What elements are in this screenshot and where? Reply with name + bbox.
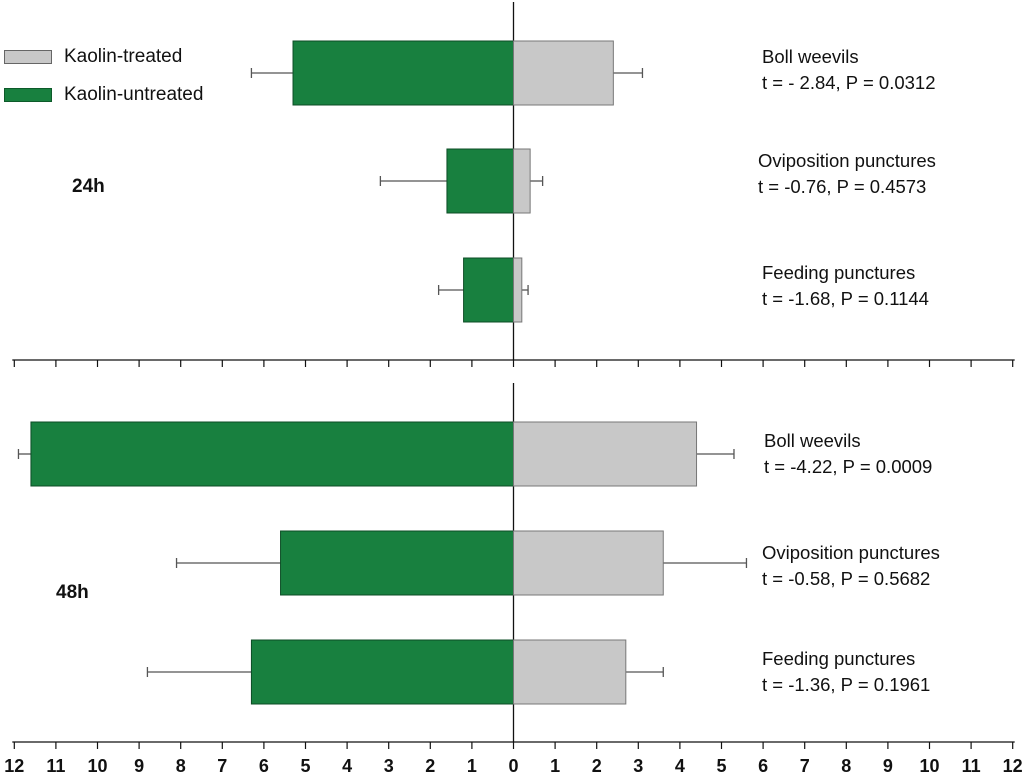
stat-label: t = -0.76, P = 0.4573	[758, 176, 927, 197]
legend-swatch-treated	[4, 50, 52, 64]
x-tick-label: 12	[4, 756, 24, 776]
x-tick-label: 9	[134, 756, 144, 776]
x-tick-label: 5	[716, 756, 726, 776]
x-tick-label: 8	[176, 756, 186, 776]
x-tick-label: 6	[259, 756, 269, 776]
annot-24h-boll-weevils: Boll weevils t = - 2.84, P = 0.0312	[762, 44, 935, 96]
bar-untreated-24h-boll-weevils	[292, 40, 514, 106]
x-tick-label: 11	[46, 756, 65, 776]
bar-treated-24h-boll-weevils	[513, 40, 614, 106]
x-tick-label: 6	[758, 756, 768, 776]
category-label: Boll weevils	[762, 46, 859, 67]
x-tick-label: 5	[300, 756, 310, 776]
stat-label: t = -1.36, P = 0.1961	[762, 674, 931, 695]
legend-item-treated: Kaolin-treated	[0, 46, 260, 68]
legend-label-untreated: Kaolin-untreated	[64, 84, 204, 105]
x-tick-label: 10	[919, 756, 939, 776]
category-label: Oviposition punctures	[762, 542, 940, 563]
x-tick-label: 7	[800, 756, 810, 776]
x-tick-label: 1	[550, 756, 560, 776]
annot-24h-oviposition: Oviposition punctures t = -0.76, P = 0.4…	[758, 148, 936, 200]
x-tick-label: 2	[592, 756, 602, 776]
annot-48h-oviposition: Oviposition punctures t = -0.58, P = 0.5…	[762, 540, 940, 592]
panel-label-24h: 24h	[72, 176, 105, 197]
x-tick-label: 3	[633, 756, 643, 776]
x-tick-label: 7	[217, 756, 227, 776]
category-label: Feeding punctures	[762, 262, 916, 283]
bar-untreated-24h-feeding-punctures	[463, 257, 514, 323]
category-label: Feeding punctures	[762, 648, 916, 669]
x-tick-label: 4	[342, 756, 352, 776]
x-tick-label: 4	[675, 756, 685, 776]
category-label: Oviposition punctures	[758, 150, 936, 171]
x-tick-label: 1	[467, 756, 477, 776]
legend-label-treated: Kaolin-treated	[64, 46, 183, 67]
x-tick-label: 11	[962, 756, 981, 776]
bar-treated-24h-oviposition-punctures	[513, 148, 531, 214]
x-tick-label: 2	[425, 756, 435, 776]
bar-untreated-24h-oviposition-punctures	[446, 148, 514, 214]
panel-label-48h: 48h	[56, 582, 89, 603]
x-tick-label: 8	[841, 756, 851, 776]
x-tick-label: 9	[883, 756, 893, 776]
x-tick-label: 10	[87, 756, 107, 776]
bar-treated-48h-feeding-punctures	[513, 639, 627, 705]
x-tick-label: 0	[508, 756, 518, 776]
bar-treated-24h-feeding-punctures	[513, 257, 523, 323]
bar-treated-48h-boll-weevils	[513, 421, 698, 487]
annot-48h-boll-weevils: Boll weevils t = -4.22, P = 0.0009	[764, 428, 932, 480]
bar-untreated-48h-boll-weevils	[30, 421, 514, 487]
bar-untreated-48h-feeding-punctures	[250, 639, 514, 705]
stat-label: t = -4.22, P = 0.0009	[764, 456, 933, 477]
x-tick-label: 3	[384, 756, 394, 776]
bar-treated-48h-oviposition-punctures	[513, 530, 664, 596]
stat-label: t = -1.68, P = 0.1144	[762, 288, 929, 309]
category-label: Boll weevils	[764, 430, 861, 451]
annot-48h-feeding: Feeding punctures t = -1.36, P = 0.1961	[762, 646, 930, 698]
annot-24h-feeding: Feeding punctures t = -1.68, P = 0.1144	[762, 260, 929, 312]
stat-label: t = - 2.84, P = 0.0312	[762, 72, 936, 93]
legend-swatch-untreated	[4, 88, 52, 102]
stat-label: t = -0.58, P = 0.5682	[762, 568, 931, 589]
legend-item-untreated: Kaolin-untreated	[0, 84, 260, 106]
x-tick-label: 12	[1003, 756, 1023, 776]
bar-untreated-48h-oviposition-punctures	[280, 530, 515, 596]
